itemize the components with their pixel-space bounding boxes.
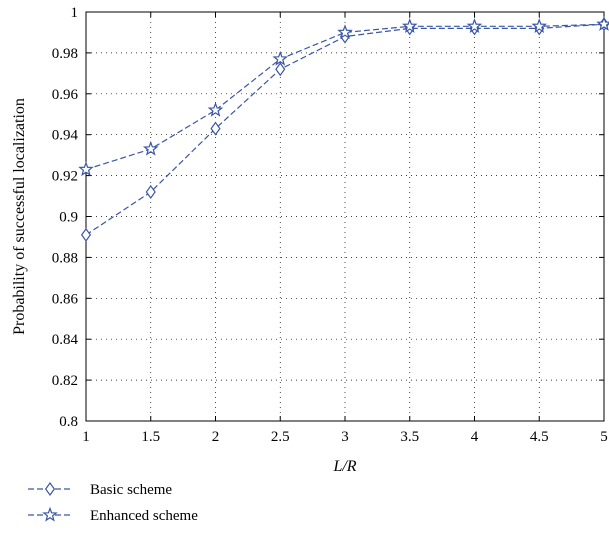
x-tick-label: 5 [600, 429, 608, 445]
x-tick-label: 1 [82, 429, 90, 445]
x-tick-label: 4.5 [530, 429, 549, 445]
legend: Basic scheme Enhanced scheme [28, 481, 198, 524]
x-tick-label: 3.5 [400, 429, 419, 445]
y-tick-label: 0.88 [52, 250, 78, 266]
y-axis-tick-labels: 0.8 0.82 0.84 0.86 0.88 0.9 0.92 0.94 0.96 0.98 1 [52, 5, 79, 430]
series-lines [85, 23, 605, 236]
series-1-point [207, 101, 224, 117]
grid-lines [86, 12, 604, 421]
y-tick-label: 0.94 [52, 128, 79, 144]
series-1-point [596, 16, 609, 31]
legend-marker-0 [44, 481, 56, 497]
series-1-point [401, 18, 418, 33]
y-tick-label: 0.98 [52, 46, 78, 62]
x-axis-tick-labels: 1 1.5 2 2.5 3 3.5 4 4.5 5 [82, 429, 608, 445]
y-axis-label: Probability of successful localization [11, 98, 28, 335]
y-tick-label: 0.96 [52, 87, 79, 103]
series-0-point [145, 184, 156, 199]
legend-label-1: Enhanced scheme [90, 508, 198, 524]
y-tick-label: 1 [71, 5, 79, 21]
y-tick-label: 0.82 [52, 373, 78, 389]
x-axis-label: L/R [332, 458, 356, 475]
x-tick-label: 3 [341, 429, 349, 445]
y-tick-label: 0.86 [52, 291, 79, 307]
legend-marker-1 [42, 506, 58, 522]
y-tick-label: 0.84 [52, 332, 79, 348]
series-1-point [531, 18, 548, 33]
series-1-point [466, 18, 483, 33]
series-0-point [80, 227, 92, 242]
y-tick-label: 0.92 [52, 169, 78, 185]
x-tick-label: 4 [471, 429, 479, 445]
series-1-point [142, 140, 159, 156]
series-markers [78, 16, 609, 242]
series-line-0 [85, 23, 605, 236]
legend-label-0: Basic scheme [90, 482, 172, 498]
x-tick-label: 2.5 [271, 429, 290, 445]
x-tick-label: 2 [212, 429, 220, 445]
x-tick-label: 1.5 [141, 429, 160, 445]
series-1-point [272, 50, 289, 66]
y-tick-label: 0.8 [59, 414, 78, 430]
series-0-point [275, 62, 286, 77]
series-1-point [337, 24, 353, 40]
axis-ticks [85, 11, 605, 422]
series-0-point [210, 121, 221, 136]
series-line-1 [85, 23, 605, 171]
y-tick-label: 0.9 [59, 210, 78, 226]
series-1-point [78, 161, 94, 177]
